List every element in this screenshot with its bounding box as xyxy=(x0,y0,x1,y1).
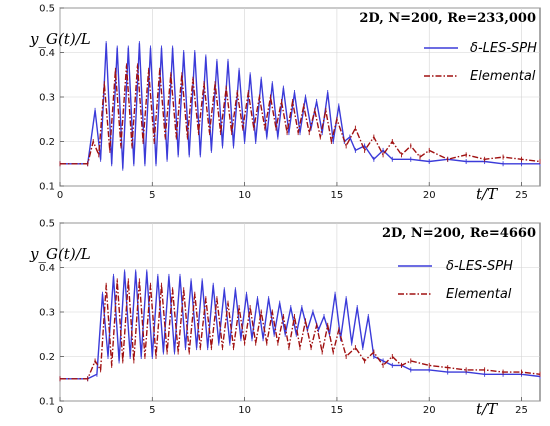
x-tick-label: 5 xyxy=(149,190,155,201)
y-tick-label: 0.5 xyxy=(39,4,55,15)
x-tick-label: 10 xyxy=(238,405,251,416)
grid xyxy=(59,222,540,402)
grid xyxy=(59,7,540,187)
y-tick-label: 0.1 xyxy=(39,182,55,193)
x-tick-label: 15 xyxy=(331,405,344,416)
series-layer xyxy=(59,41,541,171)
legend: δ-LES-SPH Elemental xyxy=(398,259,513,302)
x-tick-label: 5 xyxy=(149,405,155,416)
legend-label-elemental: Elemental xyxy=(470,69,536,84)
y-tick-label: 0.3 xyxy=(39,93,55,104)
chart-title: 2D, N=200, Re=233,000 xyxy=(359,11,536,26)
legend-label-sph: δ-LES-SPH xyxy=(470,41,537,56)
chart-title: 2D, N=200, Re=4660 xyxy=(382,226,536,241)
y-tick-label: 0.2 xyxy=(39,352,55,363)
y-tick-label: 0.4 xyxy=(39,48,55,59)
tick-labels: 0.1 0.2 0.3 0.4 0.5 0 5 10 15 20 25 xyxy=(39,219,528,417)
y-tick-label: 0.1 xyxy=(39,397,55,408)
x-tick-label: 10 xyxy=(238,190,251,201)
y-tick-label: 0.3 xyxy=(39,308,55,319)
x-tick-label: 25 xyxy=(515,405,528,416)
x-tick-label: 20 xyxy=(423,190,436,201)
chart-panel-1: 0.1 0.2 0.3 0.4 0.5 0 5 10 15 20 25 2D, N=200, Re=… xyxy=(29,4,541,203)
x-axis-label: t/T xyxy=(476,185,498,203)
chart-panel-2: 0.1 0.2 0.3 0.4 0.5 0 5 10 15 20 25 2D, N=200, Re=… xyxy=(29,219,541,418)
y-axis-label: y_G(t)/L xyxy=(29,30,91,48)
legend-label-elemental: Elemental xyxy=(446,287,512,302)
series-line-sph xyxy=(60,42,540,169)
x-tick-label: 25 xyxy=(515,190,528,201)
series-line-elemental xyxy=(60,65,541,165)
series-line-elemental xyxy=(60,280,541,380)
tick-labels: 0.1 0.2 0.3 0.4 0.5 0 5 10 15 20 25 xyxy=(39,4,528,202)
y-tick-label: 0.2 xyxy=(39,137,55,148)
x-tick-label: 0 xyxy=(57,190,63,201)
x-tick-label: 0 xyxy=(57,405,63,416)
legend-label-sph: δ-LES-SPH xyxy=(446,259,513,274)
x-axis-label: t/T xyxy=(476,400,498,418)
series-layer xyxy=(59,269,541,382)
x-tick-label: 15 xyxy=(331,190,344,201)
y-axis-label: y_G(t)/L xyxy=(29,245,91,263)
x-tick-label: 20 xyxy=(423,405,436,416)
y-tick-label: 0.5 xyxy=(39,219,55,230)
y-tick-label: 0.4 xyxy=(39,263,55,274)
legend: δ-LES-SPH Elemental xyxy=(424,41,537,84)
